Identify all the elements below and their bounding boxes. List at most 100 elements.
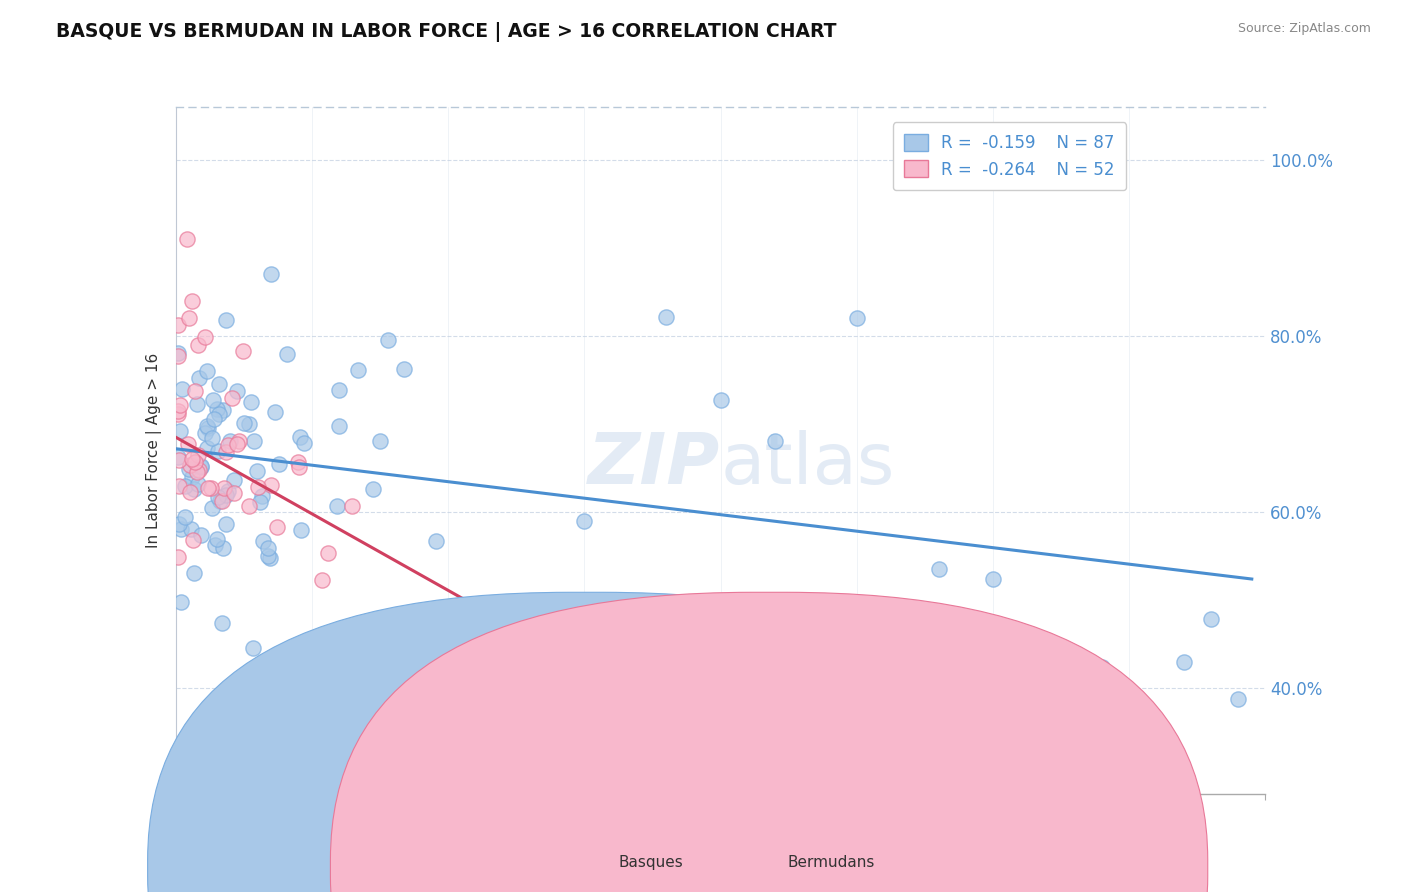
- Point: [221, 392, 243, 406]
- Point: [167, 452, 190, 467]
- Point: [392, 361, 415, 376]
- Point: [174, 478, 197, 492]
- Point: [167, 407, 190, 421]
- Point: [177, 437, 200, 451]
- Point: [276, 347, 298, 361]
- Point: [222, 473, 245, 487]
- Point: [179, 458, 201, 473]
- Text: Source: ZipAtlas.com: Source: ZipAtlas.com: [1237, 22, 1371, 36]
- Point: [1173, 655, 1195, 669]
- Point: [167, 404, 190, 418]
- Point: [257, 541, 280, 556]
- Point: [183, 566, 205, 580]
- Point: [249, 495, 271, 509]
- Point: [167, 318, 190, 332]
- Point: [1091, 660, 1114, 674]
- Point: [187, 371, 209, 385]
- Point: [437, 640, 460, 655]
- Point: [252, 533, 274, 548]
- Text: atlas: atlas: [721, 430, 896, 499]
- Point: [181, 470, 204, 484]
- Point: [1227, 692, 1250, 706]
- Point: [288, 430, 311, 444]
- Point: [208, 494, 231, 508]
- Point: [233, 416, 256, 430]
- Point: [290, 523, 312, 537]
- Point: [243, 434, 266, 449]
- Point: [194, 330, 217, 344]
- Point: [215, 516, 238, 531]
- Text: 0.0%: 0.0%: [176, 822, 215, 837]
- Point: [292, 436, 315, 450]
- Point: [184, 384, 207, 399]
- Point: [207, 444, 229, 458]
- Point: [240, 394, 263, 409]
- Point: [225, 436, 247, 450]
- Point: [212, 541, 235, 555]
- Point: [205, 402, 228, 417]
- Point: [194, 425, 217, 440]
- Point: [256, 549, 278, 563]
- Point: [190, 459, 212, 474]
- Point: [242, 640, 264, 655]
- Point: [186, 338, 209, 352]
- Point: [208, 377, 231, 392]
- Point: [186, 397, 208, 411]
- Point: [170, 595, 193, 609]
- Point: [169, 517, 191, 532]
- Point: [215, 312, 238, 326]
- Point: [328, 418, 350, 433]
- Point: [179, 462, 201, 476]
- Text: BASQUE VS BERMUDAN IN LABOR FORCE | AGE > 16 CORRELATION CHART: BASQUE VS BERMUDAN IN LABOR FORCE | AGE …: [56, 22, 837, 42]
- Point: [252, 489, 274, 503]
- Text: ZIP: ZIP: [588, 430, 721, 499]
- Point: [264, 405, 287, 419]
- Point: [1199, 612, 1222, 626]
- Point: [205, 533, 228, 547]
- Point: [169, 398, 191, 412]
- Point: [464, 647, 486, 661]
- Point: [172, 382, 194, 396]
- Point: [655, 310, 678, 324]
- Point: [328, 383, 350, 397]
- Point: [347, 362, 370, 376]
- Point: [981, 572, 1004, 586]
- Point: [201, 500, 224, 515]
- Point: [187, 477, 209, 491]
- Point: [208, 407, 231, 421]
- Point: [326, 499, 349, 513]
- Point: [763, 725, 786, 739]
- Point: [179, 484, 201, 499]
- Point: [246, 480, 269, 494]
- Y-axis label: In Labor Force | Age > 16: In Labor Force | Age > 16: [146, 353, 162, 548]
- Point: [167, 550, 190, 565]
- Point: [845, 311, 868, 326]
- Point: [186, 465, 208, 479]
- Point: [204, 538, 226, 552]
- Point: [217, 437, 239, 451]
- Point: [181, 533, 204, 548]
- Point: [363, 482, 385, 496]
- Point: [267, 458, 290, 472]
- Point: [368, 434, 391, 449]
- Point: [763, 434, 786, 449]
- Point: [214, 481, 236, 495]
- Text: Basques: Basques: [619, 855, 683, 870]
- Point: [311, 573, 333, 587]
- Point: [222, 486, 245, 500]
- Point: [197, 481, 219, 495]
- Point: [167, 346, 190, 360]
- Point: [238, 417, 260, 431]
- Point: [167, 349, 190, 363]
- Point: [260, 477, 283, 491]
- Point: [183, 455, 205, 469]
- Point: [169, 425, 191, 439]
- Point: [179, 311, 201, 326]
- Point: [180, 452, 202, 467]
- Point: [186, 448, 208, 462]
- Point: [574, 626, 596, 640]
- Point: [176, 232, 198, 246]
- Point: [219, 434, 242, 448]
- Point: [200, 482, 222, 496]
- Point: [174, 510, 197, 524]
